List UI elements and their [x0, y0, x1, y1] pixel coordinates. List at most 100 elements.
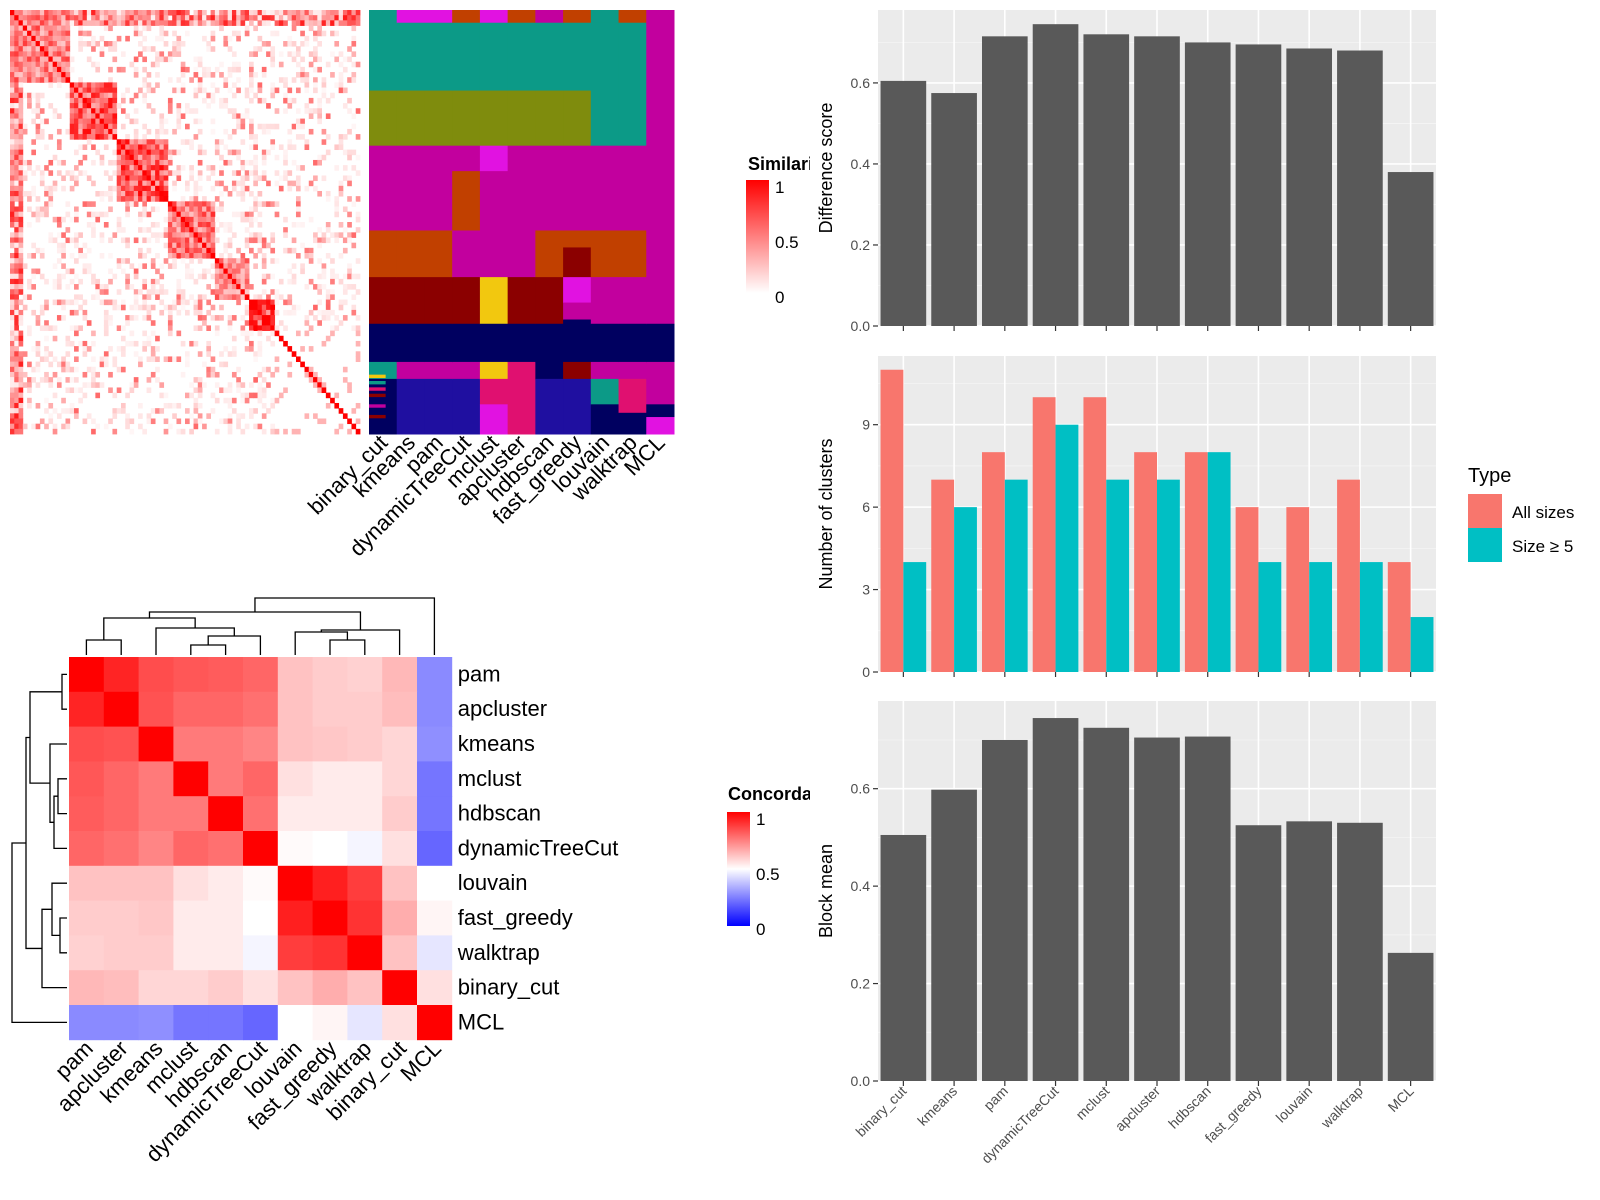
similarity-cell: [103, 118, 109, 125]
similarity-cell: [261, 263, 267, 269]
similarity-cell: [10, 268, 15, 275]
similarity-cell: [351, 325, 357, 331]
similarity-cell: [227, 320, 233, 326]
similarity-cell: [283, 232, 288, 238]
similarity-cell: [138, 185, 143, 192]
similarity-cell: [18, 309, 24, 316]
partition-cell: [396, 10, 425, 24]
similarity-cell: [317, 309, 322, 316]
similarity-cell: [142, 206, 147, 213]
similarity-cell: [61, 41, 66, 47]
similarity-cell: [193, 196, 199, 202]
similarity-cell: [236, 247, 241, 254]
similarity-cell: [287, 170, 293, 176]
similarity-cell: [159, 382, 165, 388]
similarity-cell: [313, 10, 318, 16]
similarity-cell: [180, 258, 186, 264]
similarity-cell: [347, 10, 352, 16]
similarity-colorbar: [746, 180, 769, 293]
similarity-cell: [313, 159, 318, 166]
similarity-cell: [355, 418, 361, 425]
similarity-cell: [65, 351, 71, 357]
similarity-cell: [317, 113, 322, 119]
similarity-cell: [338, 139, 344, 145]
similarity-cell: [197, 325, 203, 331]
similarity-cell: [283, 77, 288, 83]
similarity-cell: [321, 387, 327, 394]
similarity-cell: [189, 15, 194, 21]
similarity-cell: [56, 273, 62, 280]
similarity-cell: [321, 237, 327, 244]
similarity-cell: [142, 77, 147, 83]
similarity-cell: [120, 190, 126, 197]
partition-cell: [396, 323, 425, 363]
similarity-cell: [146, 128, 152, 135]
similarity-cell: [270, 315, 276, 321]
similarity-cell: [125, 211, 130, 218]
similarity-cell: [82, 242, 88, 249]
similarity-cell: [74, 237, 79, 244]
similarity-cell: [257, 294, 263, 300]
similarity-cell: [14, 253, 19, 259]
similarity-cell: [125, 35, 130, 42]
similarity-cell: [176, 149, 182, 156]
similarity-cell: [155, 268, 160, 275]
similarity-cell: [321, 175, 327, 182]
concordance-cell: [382, 657, 418, 693]
similarity-cell: [10, 139, 15, 145]
similarity-cell: [10, 196, 15, 202]
similarity-cell: [10, 46, 15, 52]
similarity-cell: [69, 87, 75, 94]
partition-cell: [563, 378, 592, 435]
similarity-cell: [167, 325, 173, 331]
similarity-cell: [78, 123, 83, 130]
similarity-cell: [300, 20, 305, 26]
similarity-cell: [103, 325, 109, 331]
similarity-cell: [27, 10, 32, 16]
similarity-cell: [231, 82, 237, 88]
concordance-cell: [347, 970, 383, 1006]
similarity-cell: [159, 408, 165, 414]
similarity-cell: [185, 237, 190, 244]
similarity-cell: [236, 118, 241, 125]
similarity-cell: [91, 227, 96, 233]
similarity-cell: [206, 15, 212, 21]
similarity-cell: [22, 175, 28, 182]
similarity-cell: [193, 10, 199, 16]
similarity-cell: [61, 46, 66, 52]
concordance-cell: [312, 935, 348, 971]
similarity-cell: [266, 320, 271, 326]
similarity-cell: [86, 87, 92, 94]
similarity-cell: [27, 206, 32, 213]
similarity-cell: [261, 97, 267, 104]
similarity-cell: [61, 72, 66, 78]
similarity-cell: [257, 87, 263, 94]
similarity-cell: [159, 30, 165, 37]
similarity-cell: [313, 377, 318, 383]
similarity-cell: [266, 149, 271, 156]
similarity-cell: [125, 206, 130, 213]
similarity-cell: [95, 289, 101, 295]
similarity-cell: [338, 10, 344, 16]
similarity-cell: [146, 418, 152, 425]
similarity-cell: [52, 185, 58, 192]
similarity-cell: [31, 56, 37, 63]
similarity-cell: [317, 108, 322, 114]
similarity-cell: [116, 366, 122, 373]
similarity-cell: [82, 351, 88, 357]
bar-all-sizes: [1387, 562, 1411, 672]
y-tick-label: 0.0: [851, 1073, 871, 1089]
similarity-cell: [31, 423, 37, 430]
similarity-cell: [317, 227, 322, 233]
similarity-cell: [52, 10, 58, 16]
similarity-cell: [142, 149, 147, 156]
similarity-cell: [74, 206, 79, 213]
similarity-cell: [270, 87, 276, 94]
concordance-cell: [347, 726, 383, 762]
similarity-cell: [112, 159, 118, 166]
bar-size-ge5: [1004, 479, 1028, 672]
similarity-cell: [163, 170, 169, 176]
similarity-cell: [308, 108, 314, 114]
similarity-cell: [325, 222, 331, 228]
similarity-cell: [133, 268, 139, 275]
